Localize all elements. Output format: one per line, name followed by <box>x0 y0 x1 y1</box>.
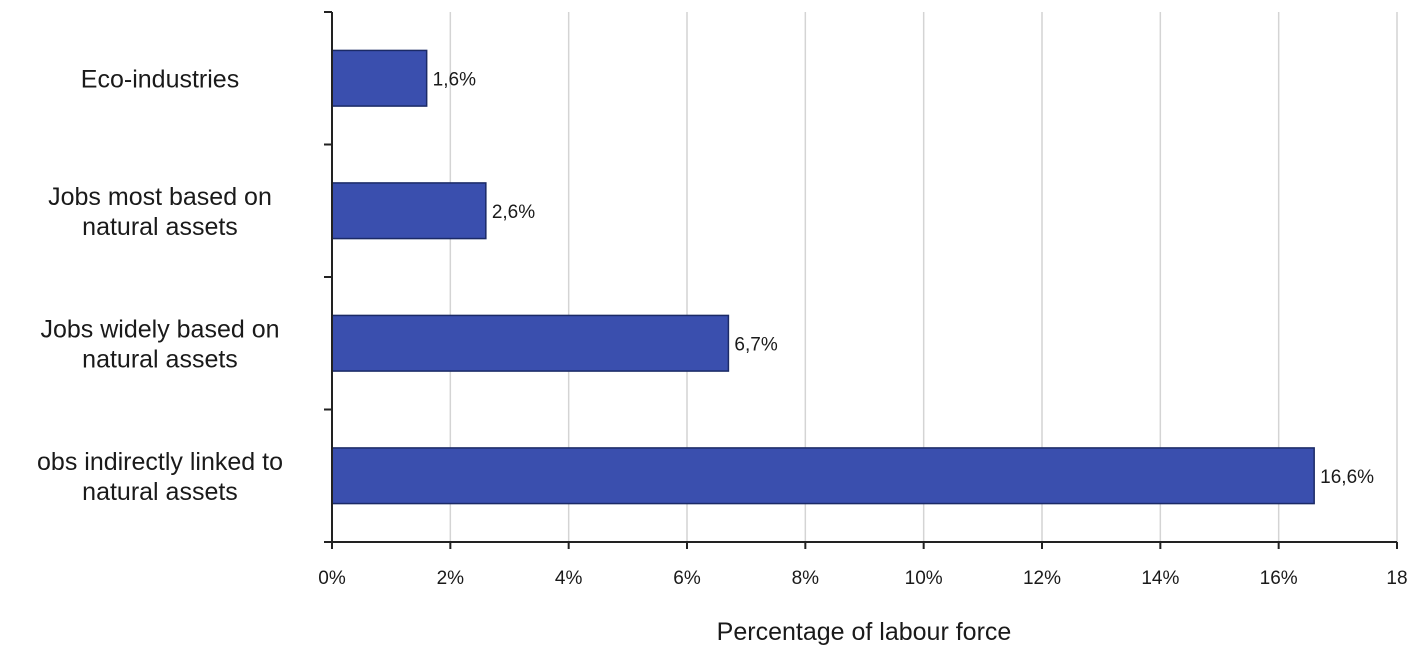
category-label-line: obs indirectly linked to <box>37 448 283 476</box>
x-axis-title: Percentage of labour force <box>717 618 1012 646</box>
bars <box>331 49 1315 505</box>
x-tick-label-12: 12% <box>1023 568 1061 589</box>
x-tick-label-4: 4% <box>555 568 583 589</box>
gridlines <box>449 12 1398 542</box>
category-label-line: natural assets <box>82 478 238 506</box>
data-label-3: 6,7% <box>734 334 777 355</box>
bar-4 <box>331 447 1315 505</box>
bar-2 <box>331 182 487 240</box>
x-tick-label-6: 6% <box>673 568 701 589</box>
category-label-line: natural assets <box>82 213 238 241</box>
data-label-4: 16,6% <box>1320 467 1374 488</box>
x-tick-label-8: 8% <box>792 568 820 589</box>
category-label-line: Jobs widely based on <box>40 315 279 343</box>
bar-1 <box>331 49 428 107</box>
x-tick-label-16: 16% <box>1260 568 1298 589</box>
category-label-4: obs indirectly linked to natural assets <box>37 448 283 506</box>
x-tick-label-14: 14% <box>1141 568 1179 589</box>
x-tick-label-0: 0% <box>318 568 346 589</box>
x-tick-label-18: 18 <box>1386 568 1407 589</box>
x-tick-label-10: 10% <box>905 568 943 589</box>
category-label-1: Eco-industries <box>81 65 239 93</box>
labels: 0% 2% 4% 6% 8% 10% 12% 14% 16% 18 1,6% Eco-industri… <box>37 65 1408 589</box>
category-label-2: Jobs most based on natural assets <box>48 183 272 241</box>
data-label-1: 1,6% <box>433 69 476 90</box>
category-label-line: Eco-industries <box>81 65 239 93</box>
x-tick-label-2: 2% <box>437 568 465 589</box>
data-label-2: 2,6% <box>492 202 535 223</box>
category-label-line: Jobs most based on <box>48 183 272 211</box>
category-label-line: natural assets <box>82 345 238 373</box>
category-label-3: Jobs widely based on natural assets <box>40 315 279 373</box>
axes <box>324 11 1398 549</box>
bar-3 <box>331 314 730 372</box>
